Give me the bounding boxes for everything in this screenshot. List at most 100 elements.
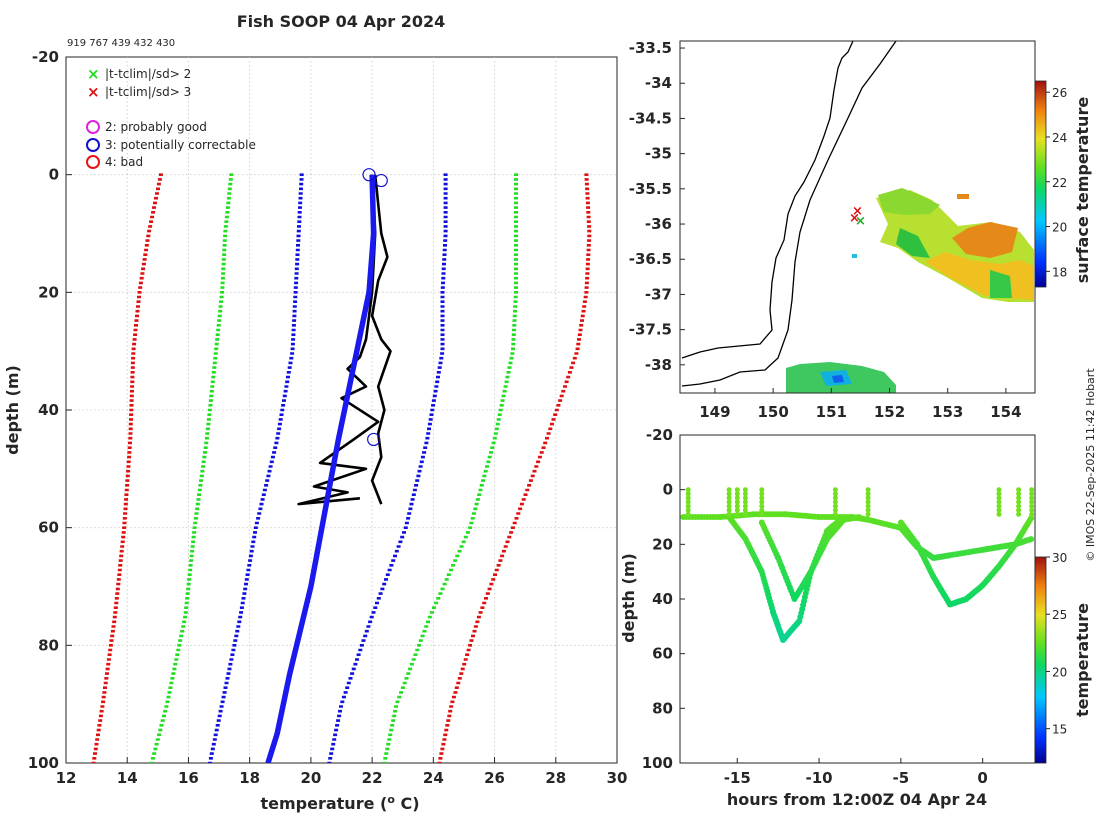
shelf-contour (681, 41, 897, 387)
x-tick-label: 149 (699, 403, 730, 421)
trace-point-surface (1029, 495, 1035, 501)
trace-point-surface (759, 511, 765, 517)
trace-point-surface (734, 503, 740, 509)
trace-point-surface (1016, 511, 1022, 517)
x-tick-label: 0 (977, 769, 987, 787)
colorbar-tick-label: 26 (1052, 86, 1067, 100)
colorbar-tick-label: 22 (1052, 176, 1067, 190)
trace-point-dive2 (856, 514, 863, 521)
trace-point-surface (726, 503, 732, 509)
x-tick-label: 24 (423, 769, 444, 787)
trace-point-surface (996, 495, 1002, 501)
sst-patch-south-green (990, 270, 1012, 298)
colorbar-tick-label: 18 (1052, 265, 1067, 279)
trace-point-surface (996, 487, 1002, 493)
mean-profile-line (265, 174, 377, 763)
x-tick-label: 12 (56, 769, 77, 787)
colorbar-tick-label: 30 (1052, 551, 1067, 565)
sst-patch-small (957, 194, 969, 199)
trace-point-surface (734, 487, 740, 493)
trace-point-surface (685, 487, 691, 493)
climatology-line--3sd (91, 173, 163, 763)
y-tick-label: -37 (645, 285, 672, 303)
trace-point-surface (1016, 503, 1022, 509)
temperature-colorbar-label: temperature (1073, 603, 1092, 717)
y-tick-label: -35.5 (629, 180, 672, 198)
x-tick-label: 30 (607, 769, 628, 787)
depth-time-y-ticks: -20 0 20 40 60 80 100 (642, 426, 685, 772)
trace-point-surface (996, 491, 1002, 497)
trace-point-surface (996, 503, 1002, 509)
trace-point-surface (742, 511, 748, 517)
trace-point-surface (832, 499, 838, 505)
legend-flag3-marker (86, 138, 100, 152)
trace-point-surface (865, 511, 871, 517)
trace-point-surface (832, 507, 838, 513)
y-tick-label: 100 (642, 754, 673, 772)
profile-x-ticks: 12 14 16 18 20 22 24 26 28 30 (56, 757, 628, 787)
legend-flag4-marker (86, 155, 100, 169)
colorbar-tick-label: 20 (1052, 221, 1067, 235)
y-tick-label: 100 (28, 754, 59, 772)
y-tick-label: 40 (652, 590, 673, 608)
trace-point-surface (726, 511, 732, 517)
trace-point-surface (759, 503, 765, 509)
legend-sd2-marker: × (87, 65, 100, 83)
track-marker: × (849, 211, 860, 226)
trace-point-surface (759, 499, 765, 505)
x-tick-label: 16 (178, 769, 199, 787)
profile-x-label: temperature (o C) (260, 793, 419, 813)
depth-time-x-ticks: -15 -10 -5 0 (724, 758, 988, 787)
profile-y-label: depth (m) (3, 365, 22, 455)
legend-flag4-label: 4: bad (105, 155, 143, 169)
legend-sd3-label: |t-tclim|/sd> 3 (105, 85, 191, 99)
y-tick-label: 80 (652, 699, 673, 717)
trace-point-surface (865, 491, 871, 497)
temperature-colorbar (1034, 556, 1047, 764)
profile-legend: × |t-tclim|/sd> 2 × |t-tclim|/sd> 3 2: p… (86, 65, 256, 169)
depth-time-traces (680, 487, 1035, 643)
climatology-line-+3sd (437, 173, 592, 763)
x-tick-label: 22 (362, 769, 383, 787)
sst-colorbar (1034, 80, 1047, 288)
legend-flag3-label: 3: potentially correctable (105, 138, 256, 152)
trace-point-surface (685, 503, 691, 509)
trace-point-surface (685, 511, 691, 517)
sst-patch-south-cold (832, 375, 844, 383)
chart-title: Fish SOOP 04 Apr 2024 (237, 12, 446, 31)
trace-point-surface (726, 487, 732, 493)
trace-point-surface (742, 503, 748, 509)
trace-point-surface (685, 507, 691, 513)
x-tick-label: -5 (893, 769, 910, 787)
trace-point-surface (726, 499, 732, 505)
climatology-line--2sd (149, 173, 234, 763)
trace-point-surface (832, 511, 838, 517)
trace-point-surface (832, 491, 838, 497)
trace-point-surface (685, 491, 691, 497)
trace-point-surface (832, 503, 838, 509)
climatology-line-+1sd (327, 173, 448, 763)
y-tick-label: 0 (663, 481, 673, 499)
observed-profile-0 (370, 174, 392, 505)
trace-point-surface (759, 487, 765, 493)
x-tick-label: 154 (990, 403, 1021, 421)
x-tick-label: 150 (757, 403, 788, 421)
depth-time-chart: -15 -10 -5 0 -20 0 20 40 60 80 100 15 20 25 30 tempe… (619, 426, 1092, 809)
map-y-ticks: -33.5 -34 -34.5 -35 -35.5 -36 -36.5 -37 -37.5 -38 (629, 39, 685, 374)
x-tick-label: 14 (117, 769, 138, 787)
trace-point-surface (734, 499, 740, 505)
x-tick-label: -10 (806, 769, 833, 787)
trace-point-surface (742, 495, 748, 501)
trace-point-surface (865, 507, 871, 513)
trace-point-surface (996, 511, 1002, 517)
depth-time-plot-area (679, 434, 1036, 764)
colorbar-tick-label: 25 (1052, 608, 1067, 622)
trace-point-surface (1016, 507, 1022, 513)
trace-point-surface (1016, 499, 1022, 505)
trace-point-surface (726, 495, 732, 501)
trace-point-surface (865, 495, 871, 501)
credit-line: © IMOS 22-Sep-2025 11:42 Hobart (1084, 368, 1097, 562)
trace-point-surface (832, 487, 838, 493)
colorbar-tick-label: 15 (1052, 723, 1067, 737)
trace-point-surface (726, 491, 732, 497)
